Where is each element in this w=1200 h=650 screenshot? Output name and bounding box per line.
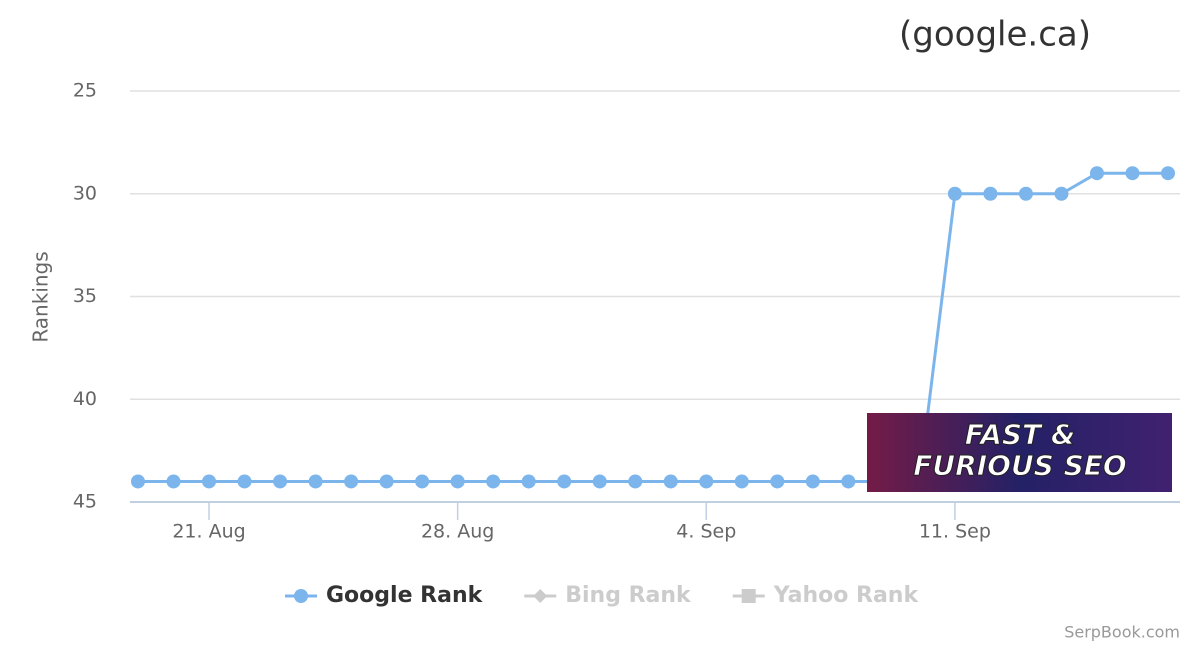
data-point <box>1089 166 1104 181</box>
data-point <box>237 474 252 489</box>
chart-title: (google.ca) <box>899 15 1091 55</box>
data-point <box>521 474 536 489</box>
data-point <box>699 474 714 489</box>
data-point <box>166 474 181 489</box>
data-point <box>663 474 678 489</box>
data-point <box>983 186 998 201</box>
data-point <box>273 474 288 489</box>
data-point <box>131 474 145 489</box>
data-point <box>450 474 465 489</box>
y-tick-label: 45 <box>73 491 97 513</box>
data-point <box>379 474 394 489</box>
data-point <box>1054 186 1069 201</box>
x-tick-label: 11. Sep <box>919 521 991 543</box>
data-point <box>557 474 572 489</box>
legend-marker <box>294 589 308 603</box>
data-point <box>1161 166 1175 181</box>
data-point <box>415 474 430 489</box>
credit: SerpBook.com <box>1064 623 1180 642</box>
logo-glow <box>867 413 1172 492</box>
y-tick-label: 40 <box>73 388 97 410</box>
data-point <box>841 474 856 489</box>
data-point <box>1125 166 1140 181</box>
y-tick-label: 30 <box>73 182 97 204</box>
data-point <box>628 474 643 489</box>
x-tick-label: 4. Sep <box>676 521 736 543</box>
legend-marker <box>533 589 548 603</box>
data-point <box>344 474 359 489</box>
data-point <box>202 474 217 489</box>
legend-label[interactable]: Google Rank <box>326 583 484 608</box>
data-point <box>770 474 785 489</box>
legend-label[interactable]: Yahoo Rank <box>773 583 920 608</box>
logo-text: FURIOUS SEO <box>913 449 1126 482</box>
x-tick-label: 21. Aug <box>172 521 245 543</box>
data-point <box>308 474 323 489</box>
y-tick-label: 25 <box>73 80 97 102</box>
data-point <box>805 474 820 489</box>
data-point <box>947 186 962 201</box>
legend-marker <box>741 589 756 603</box>
y-axis-label: Rankings <box>29 251 53 342</box>
x-tick-label: 28. Aug <box>421 521 494 543</box>
data-point <box>592 474 607 489</box>
logo: FAST &FURIOUS SEO <box>867 413 1172 492</box>
data-point <box>1018 186 1033 201</box>
y-tick-label: 35 <box>73 285 97 307</box>
data-point <box>734 474 749 489</box>
logo-text: FAST & <box>965 418 1076 451</box>
legend-label[interactable]: Bing Rank <box>565 583 692 608</box>
data-point <box>486 474 501 489</box>
